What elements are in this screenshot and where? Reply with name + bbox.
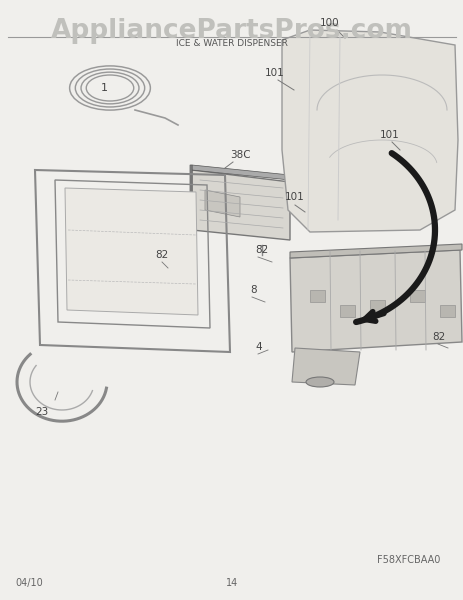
Polygon shape (65, 188, 198, 315)
Text: 100: 100 (319, 18, 339, 28)
Text: 101: 101 (379, 130, 399, 140)
Text: AppliancePartsPros.com: AppliancePartsPros.com (51, 18, 412, 44)
Polygon shape (339, 305, 354, 317)
Text: 82: 82 (255, 245, 268, 255)
Polygon shape (369, 300, 384, 312)
Polygon shape (282, 30, 457, 232)
Polygon shape (205, 190, 239, 217)
Polygon shape (192, 170, 289, 240)
Text: 1: 1 (100, 83, 107, 93)
Text: 82: 82 (431, 332, 444, 342)
Text: 14: 14 (225, 578, 238, 588)
Text: 4: 4 (255, 342, 261, 352)
Polygon shape (409, 290, 424, 302)
Polygon shape (289, 244, 461, 258)
Polygon shape (309, 290, 324, 302)
Text: F58XFCBAA0: F58XFCBAA0 (376, 555, 439, 565)
Polygon shape (439, 305, 454, 317)
Text: 04/10: 04/10 (15, 578, 43, 588)
Ellipse shape (305, 377, 333, 387)
Polygon shape (192, 165, 289, 180)
Text: 38C: 38C (229, 150, 250, 160)
Text: ICE & WATER DISPENSER: ICE & WATER DISPENSER (175, 39, 288, 48)
Text: 8: 8 (250, 285, 256, 295)
Text: 23: 23 (35, 407, 49, 417)
Text: 101: 101 (264, 68, 284, 78)
Text: 82: 82 (155, 250, 168, 260)
Polygon shape (289, 250, 461, 352)
Polygon shape (189, 165, 192, 240)
Text: 101: 101 (284, 192, 304, 202)
Polygon shape (291, 348, 359, 385)
